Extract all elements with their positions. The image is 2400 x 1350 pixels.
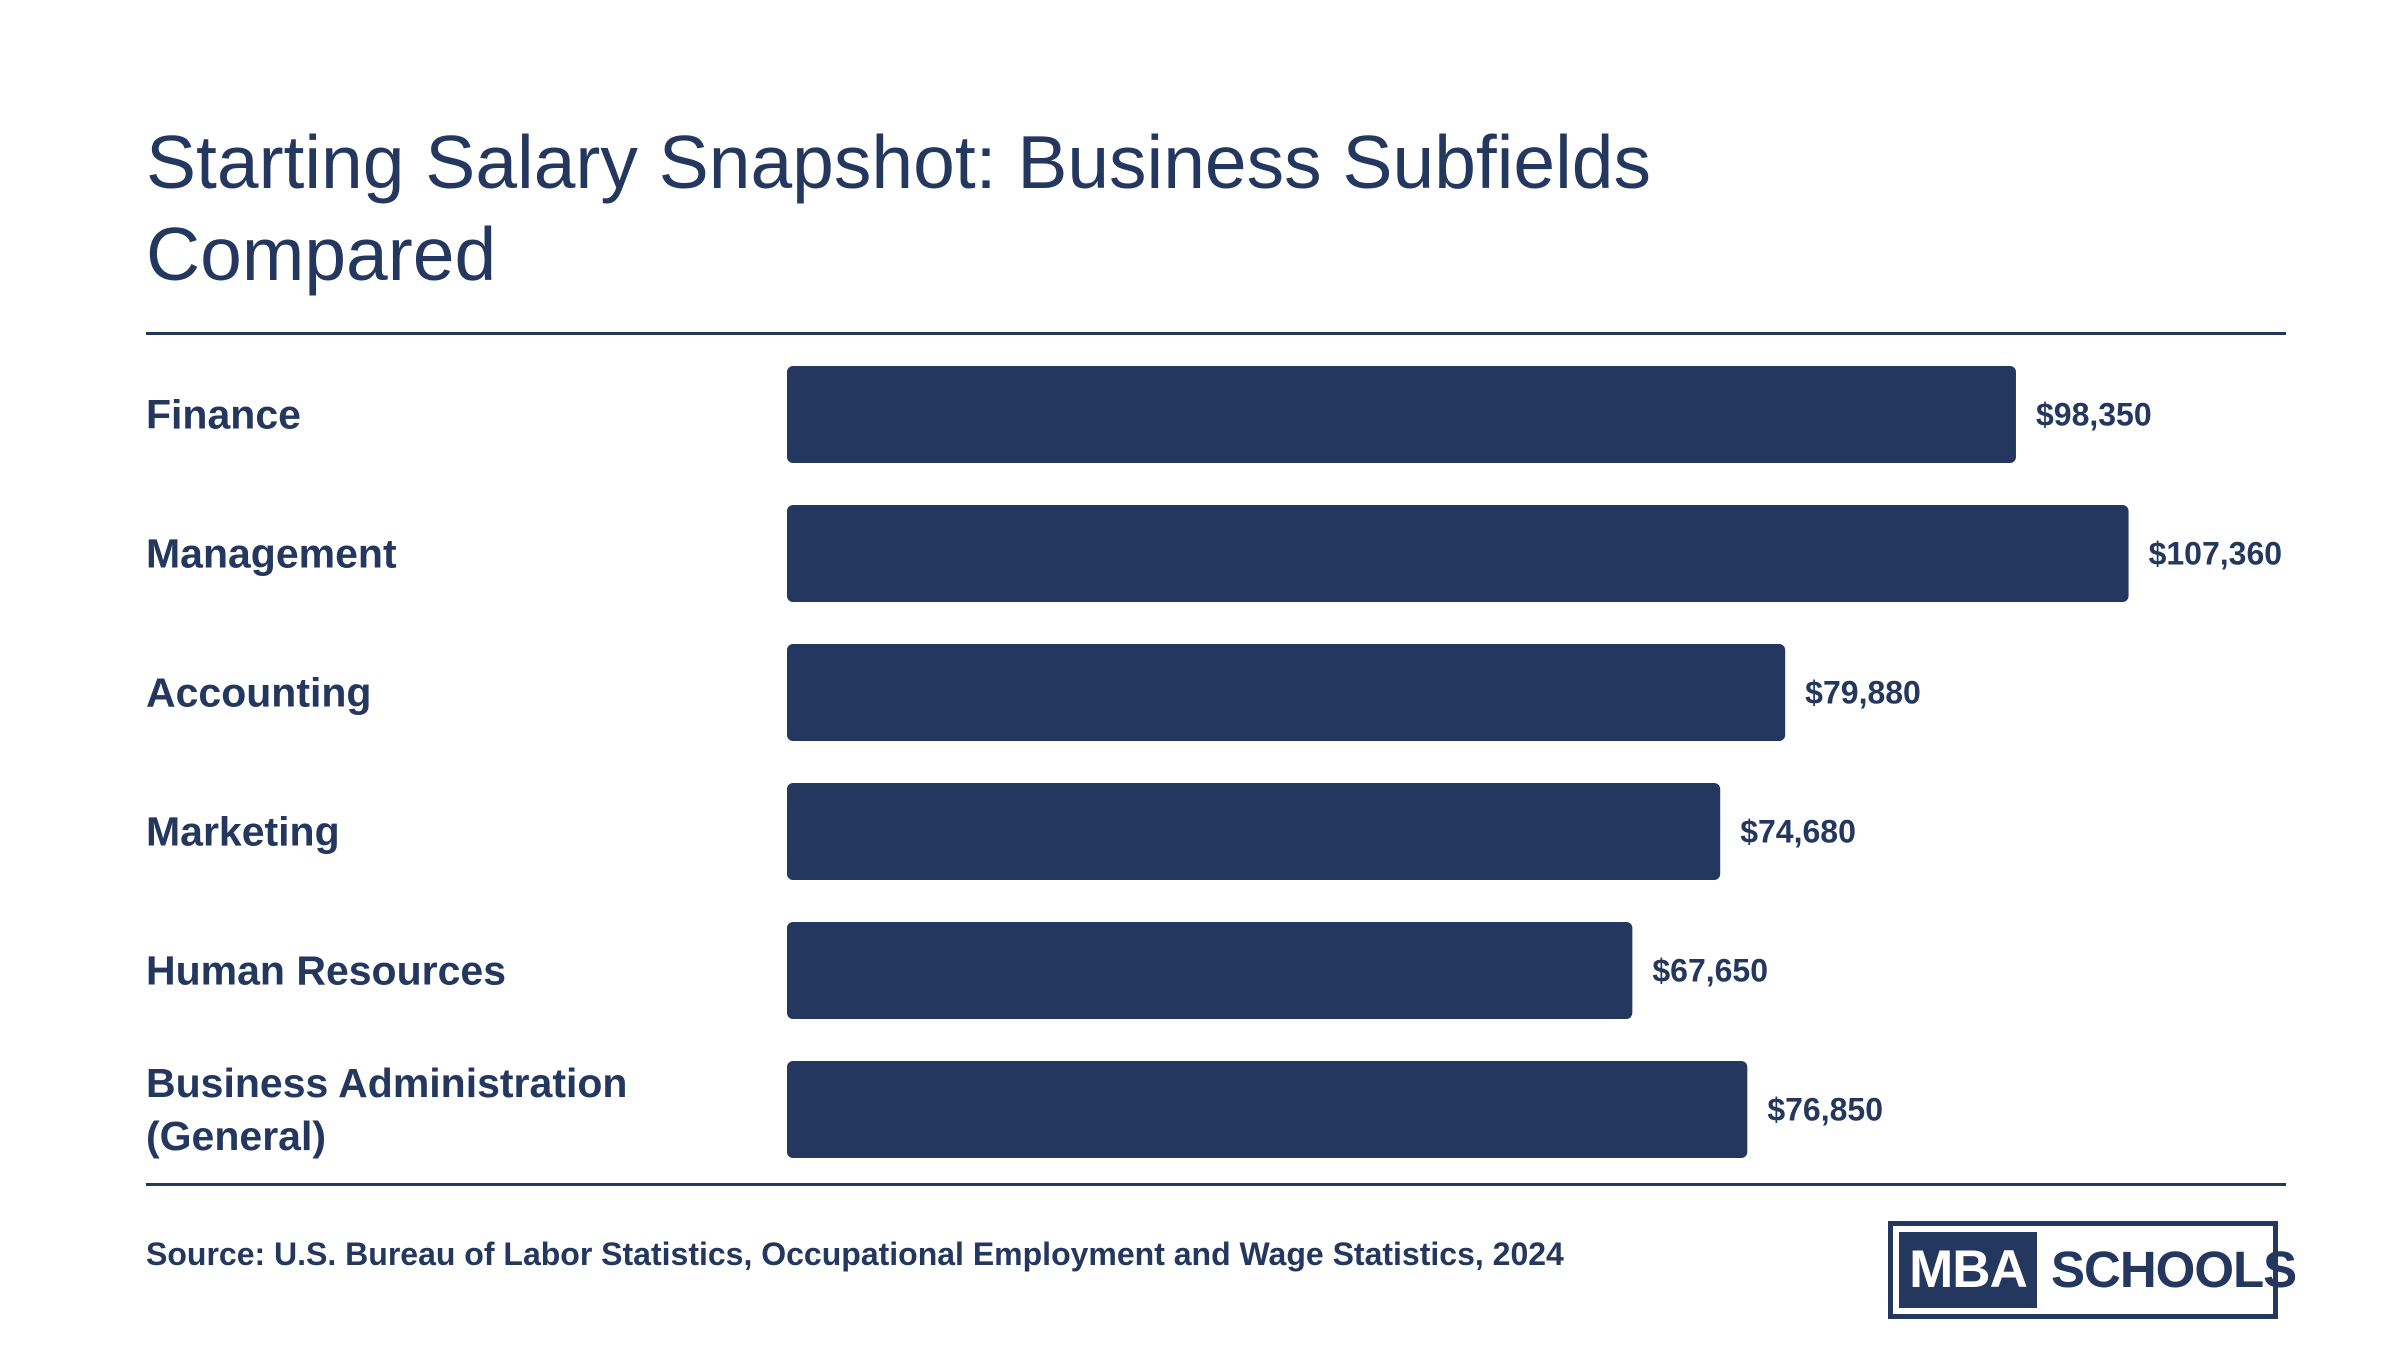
logo-mba-text: MBA bbox=[1899, 1232, 2037, 1308]
source-note: Source: U.S. Bureau of Labor Statistics,… bbox=[146, 1236, 1564, 1272]
category-label-line: Finance bbox=[146, 392, 301, 438]
category-label-line: Human Resources bbox=[146, 948, 506, 994]
value-label: $74,680 bbox=[1740, 814, 1856, 850]
value-label: $67,650 bbox=[1652, 953, 1768, 989]
category-label: Finance bbox=[146, 392, 301, 438]
value-label: $98,350 bbox=[2036, 397, 2152, 433]
chart-title: Starting Salary Snapshot: Business Subfi… bbox=[146, 120, 1652, 296]
value-label: $79,880 bbox=[1805, 675, 1921, 711]
category-label: Business Administration (General) bbox=[146, 1060, 627, 1159]
value-label: $107,360 bbox=[2149, 536, 2282, 572]
bar bbox=[787, 505, 2129, 602]
bar bbox=[787, 644, 1786, 741]
value-label: $76,850 bbox=[1767, 1092, 1883, 1128]
category-label: Marketing bbox=[146, 809, 340, 855]
category-label-line: (General) bbox=[146, 1113, 326, 1159]
category-label-line: Accounting bbox=[146, 670, 371, 716]
category-label: Human Resources bbox=[146, 948, 506, 994]
category-label: Management bbox=[146, 531, 397, 577]
top-divider bbox=[146, 332, 2286, 335]
category-label: Accounting bbox=[146, 670, 371, 716]
bar bbox=[787, 783, 1721, 880]
logo-schools-text: SCHOOLS bbox=[2051, 1241, 2297, 1298]
bottom-divider bbox=[146, 1183, 2286, 1186]
bar bbox=[787, 922, 1633, 1019]
category-label-line: Marketing bbox=[146, 809, 340, 855]
category-label-line: Business Administration bbox=[146, 1060, 627, 1106]
bar bbox=[787, 1061, 1748, 1158]
bar bbox=[787, 366, 2016, 463]
category-label-line: Management bbox=[146, 531, 397, 577]
mba-schools-logo: MBA SCHOOLS bbox=[1888, 1221, 2297, 1319]
